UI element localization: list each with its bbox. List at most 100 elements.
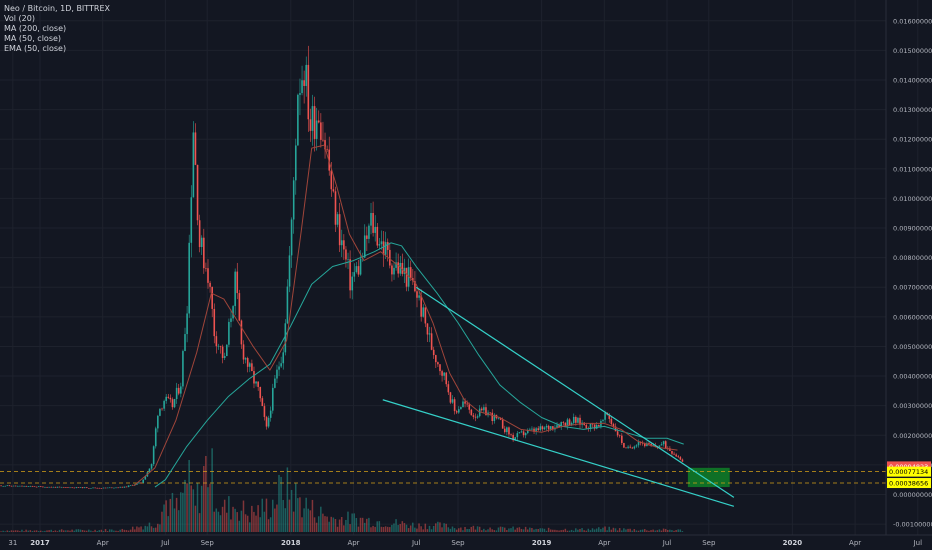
- candle-body: [203, 237, 205, 269]
- candle-body: [123, 486, 126, 488]
- candle-body: [234, 271, 236, 307]
- time-tick-label: Sep: [451, 539, 465, 547]
- candle-body: [50, 486, 53, 488]
- chart-legend: Neo / Bitcoin, 1D, BITTREX Vol (20) MA (…: [4, 4, 110, 54]
- volume-bar: [276, 504, 278, 532]
- candle-body: [579, 417, 581, 425]
- grid: [0, 0, 919, 535]
- volume-bar: [556, 530, 558, 532]
- candle-body: [424, 307, 427, 324]
- candle-body: [303, 80, 305, 86]
- candle-body: [372, 213, 374, 233]
- candle-body: [616, 431, 619, 436]
- volume-bar: [629, 528, 631, 532]
- candle-body: [480, 408, 483, 411]
- candle-body: [292, 180, 295, 220]
- volume-bar: [506, 530, 508, 532]
- candles[interactable]: [0, 45, 684, 489]
- volume-bar: [238, 520, 241, 532]
- price-tick-label: 0.01100000: [893, 165, 932, 173]
- candle-body: [6, 485, 9, 486]
- indicator-ma200[interactable]: MA (200, close): [4, 24, 67, 33]
- candle-body: [167, 396, 170, 398]
- volume-bar: [69, 530, 71, 532]
- candle-body: [522, 431, 525, 436]
- symbol-title[interactable]: Neo / Bitcoin, 1D, BITTREX: [4, 4, 111, 13]
- volume-bar: [581, 528, 583, 532]
- volume-bar: [418, 523, 420, 532]
- volume-bar: [514, 529, 516, 532]
- volume-bar: [246, 515, 249, 532]
- candle-body: [127, 485, 130, 487]
- candle-body: [171, 399, 174, 408]
- volume-bar: [77, 529, 80, 532]
- volume-bar: [134, 529, 136, 532]
- volume-bar: [501, 526, 504, 532]
- candle-body: [85, 487, 88, 489]
- volume-bar: [520, 528, 523, 532]
- candle-body: [142, 479, 145, 483]
- volume-bar: [447, 527, 450, 532]
- volume-bar: [549, 529, 552, 532]
- volume-bar: [12, 530, 15, 532]
- volume-bar: [265, 498, 268, 532]
- volume-bar: [472, 525, 475, 532]
- candle-body: [330, 170, 333, 190]
- volume-bar: [274, 508, 276, 532]
- volume-bar: [54, 530, 57, 532]
- candle-body: [236, 271, 239, 294]
- volume-bar: [200, 485, 203, 532]
- indicator-vol[interactable]: Vol (20): [4, 14, 35, 23]
- volume-bar: [148, 522, 151, 532]
- volume-bar: [33, 530, 36, 532]
- candle-body: [549, 426, 552, 430]
- trendline-lower[interactable]: [382, 399, 735, 507]
- candle-body: [184, 334, 186, 352]
- volume-bar: [359, 517, 362, 532]
- volume-bar: [171, 492, 174, 532]
- candle-body: [192, 132, 195, 198]
- volume-bar: [213, 511, 215, 532]
- candle-body: [230, 318, 232, 322]
- candle-body: [483, 407, 485, 411]
- volume-bar: [664, 528, 667, 532]
- volume-bar: [332, 517, 335, 532]
- candle-body: [541, 426, 544, 430]
- trendline-upper[interactable]: [415, 286, 735, 498]
- candle-body: [455, 411, 458, 413]
- target-zone-box[interactable]: [687, 467, 730, 488]
- candle-body: [46, 487, 48, 488]
- candle-body: [476, 416, 479, 418]
- indicator-ma50[interactable]: MA (50, close): [4, 34, 62, 43]
- candle-body: [416, 291, 418, 298]
- volume-bar: [217, 511, 220, 532]
- time-tick-label: Apr: [849, 539, 861, 547]
- volume-bar: [487, 529, 489, 532]
- indicator-ema50[interactable]: EMA (50, close): [4, 44, 67, 53]
- candle-body: [460, 407, 462, 410]
- volume-bar: [184, 479, 186, 532]
- volume-bar: [508, 528, 510, 532]
- volume-bar: [117, 530, 119, 532]
- time-axis[interactable]: 31 2017 Apr Jul Sep 2018 Apr Jul Sep 2019 Apr Jul Se…: [8, 539, 922, 547]
- volume-bar: [167, 516, 169, 532]
- volume-bar: [522, 529, 525, 532]
- candle-body: [186, 313, 188, 335]
- candle-body: [19, 485, 21, 487]
- volume-bar: [412, 522, 414, 532]
- volume-bar: [416, 528, 418, 532]
- volume-bar: [198, 513, 201, 532]
- volume-bar: [330, 516, 333, 532]
- candle-body: [602, 419, 604, 421]
- price-tick-label: 0.00600000: [893, 313, 932, 321]
- volume-bar: [621, 530, 623, 532]
- price-tick-label: 0.00000000: [893, 491, 932, 499]
- trendlines[interactable]: [382, 286, 735, 507]
- volume-bar: [257, 505, 259, 532]
- candle-body: [284, 323, 287, 353]
- candle-body: [428, 333, 431, 335]
- candle-body: [447, 384, 450, 393]
